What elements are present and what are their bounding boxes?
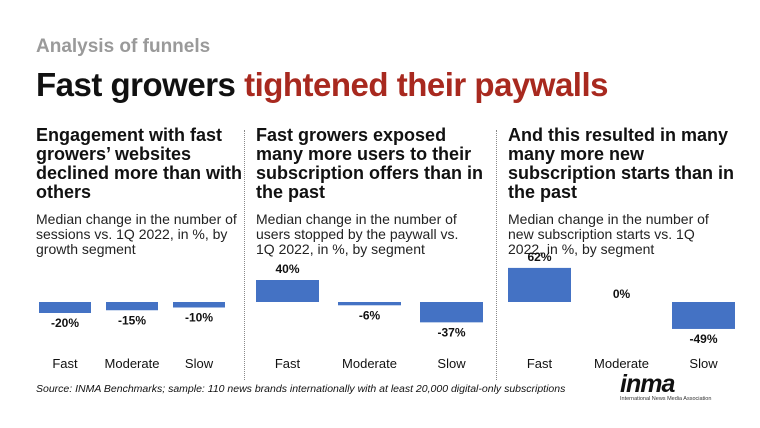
category-label: Moderate [342, 356, 397, 371]
kicker: Analysis of funnels [36, 36, 211, 57]
source-note: Source: INMA Benchmarks; sample: 110 new… [36, 383, 566, 395]
panel-subscriptions: And this resulted in many many more new … [508, 126, 743, 376]
bar-moderate [106, 302, 158, 311]
category-label: Slow [689, 356, 718, 371]
category-label: Slow [185, 356, 214, 371]
data-label: -10% [185, 311, 213, 325]
bar-slow [420, 302, 483, 323]
panel-subtitle: Median change in the number of users sto… [256, 211, 459, 257]
data-label: -15% [118, 313, 146, 327]
divider [244, 130, 245, 380]
bar-fast [256, 280, 319, 302]
chart-paywall: 40% Fast -6% Moderate -37% Slow [256, 262, 483, 371]
logo-word: inma [620, 370, 675, 398]
panel-subtitle: Median change in the number of new subsc… [508, 211, 709, 257]
category-label: Fast [527, 356, 553, 371]
panel-sessions: Engagement with fast growers’ websites d… [36, 126, 246, 376]
data-label: -37% [437, 325, 465, 339]
headline-accent: tightened their paywalls [244, 66, 608, 103]
headline: Fast growers tightened their paywalls [36, 66, 608, 104]
data-label: -20% [51, 316, 79, 330]
headline-part1: Fast growers [36, 66, 245, 103]
data-label: 62% [527, 250, 551, 264]
category-label: Fast [275, 356, 301, 371]
data-label: -6% [359, 308, 381, 322]
category-label: Moderate [594, 356, 649, 371]
category-label: Moderate [105, 356, 160, 371]
data-label: 0% [613, 287, 631, 301]
divider [496, 130, 497, 380]
panel-title: Engagement with fast growers’ websites d… [36, 125, 243, 202]
chart-sessions: -20% Fast -15% Moderate -10% Slow [39, 302, 225, 371]
panel-title: And this resulted in many many more new … [508, 125, 735, 202]
bar-fast [508, 267, 571, 302]
panel-paywall: Fast growers exposed many more users to … [256, 126, 491, 376]
chart-subscriptions: 62% Fast 0% Moderate -49% Slow [508, 250, 735, 371]
data-label: -49% [689, 332, 717, 346]
bar-moderate [338, 302, 401, 306]
bar-fast [39, 302, 91, 313]
inma-logo: inma International News Media Associatio… [620, 370, 740, 403]
panel-subtitle: Median change in the number of sessions … [36, 211, 237, 257]
bar-slow [173, 302, 225, 308]
category-label: Fast [52, 356, 78, 371]
panel-title: Fast growers exposed many more users to … [256, 125, 484, 202]
category-label: Slow [437, 356, 466, 371]
logo-tagline: International News Media Association [620, 396, 712, 402]
data-label: 40% [275, 262, 299, 276]
bar-slow [672, 302, 735, 329]
